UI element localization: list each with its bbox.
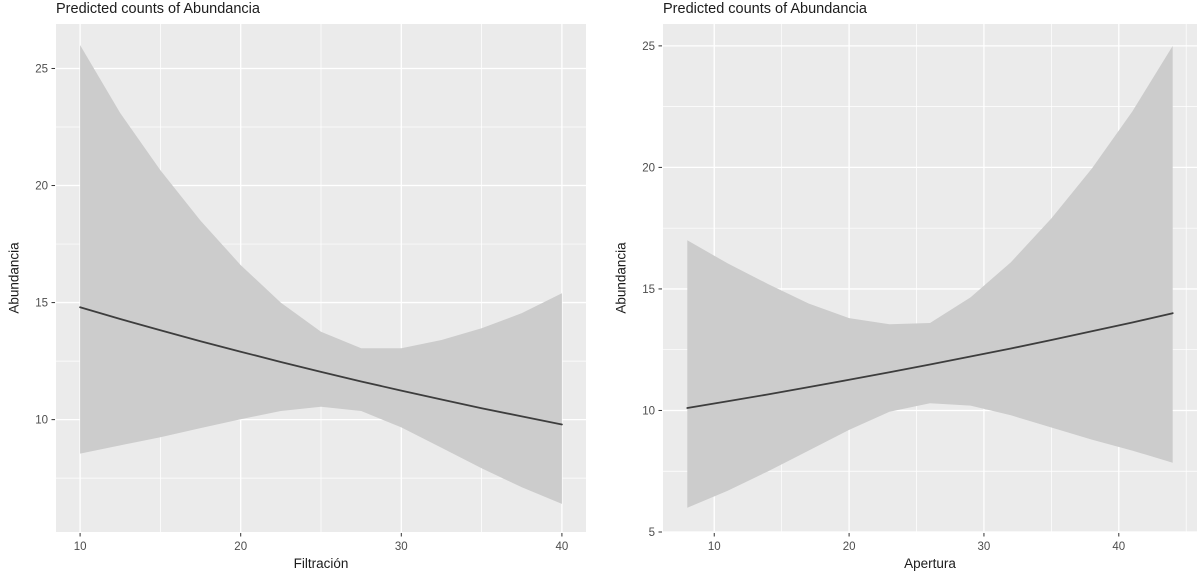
x-tick-label: 10 bbox=[74, 541, 87, 553]
y-tick-label: 25 bbox=[35, 63, 48, 75]
x-tick-label: 40 bbox=[1112, 541, 1125, 553]
y-axis-label: Abundancia bbox=[6, 242, 22, 314]
x-tick-label: 30 bbox=[978, 541, 991, 553]
y-tick-label: 10 bbox=[642, 405, 655, 417]
prediction-line bbox=[686, 312, 1174, 409]
y-tick-label: 15 bbox=[35, 298, 48, 310]
chart-apertura: Predicted counts of Abundancia 10 20 30 40 5… bbox=[600, 0, 1200, 583]
y-tick-label: 15 bbox=[642, 284, 655, 296]
x-tick-label: 30 bbox=[395, 541, 408, 553]
y-tick-label: 5 bbox=[649, 527, 655, 539]
x-tick-label: 20 bbox=[234, 541, 247, 553]
x-axis-label: Filtración bbox=[293, 556, 349, 571]
x-axis-label: Apertura bbox=[904, 556, 956, 571]
confidence-band bbox=[687, 45, 1173, 508]
chart-title: Predicted counts of Abundancia bbox=[56, 1, 260, 17]
y-tick-label: 20 bbox=[642, 162, 655, 174]
y-axis-label: Abundancia bbox=[613, 242, 629, 314]
chart-filtracion: Predicted counts of Abundancia 10 20 30 40 1… bbox=[6, 1, 586, 571]
confidence-band bbox=[80, 45, 562, 504]
chart-title: Predicted counts of Abundancia bbox=[663, 1, 867, 17]
y-tick-label: 10 bbox=[35, 415, 48, 427]
y-tick-label: 20 bbox=[35, 181, 48, 193]
plot-area-filtracion: 10 20 30 40 10 15 20 25 bbox=[35, 24, 586, 553]
x-tick-label: 40 bbox=[556, 541, 569, 553]
x-tick-label: 10 bbox=[708, 541, 721, 553]
x-tick-label: 20 bbox=[843, 541, 856, 553]
plot-area-apertura: 10 20 30 40 5 10 15 20 25 bbox=[642, 24, 1197, 553]
y-tick-label: 25 bbox=[642, 41, 655, 53]
prediction-line bbox=[79, 306, 563, 426]
